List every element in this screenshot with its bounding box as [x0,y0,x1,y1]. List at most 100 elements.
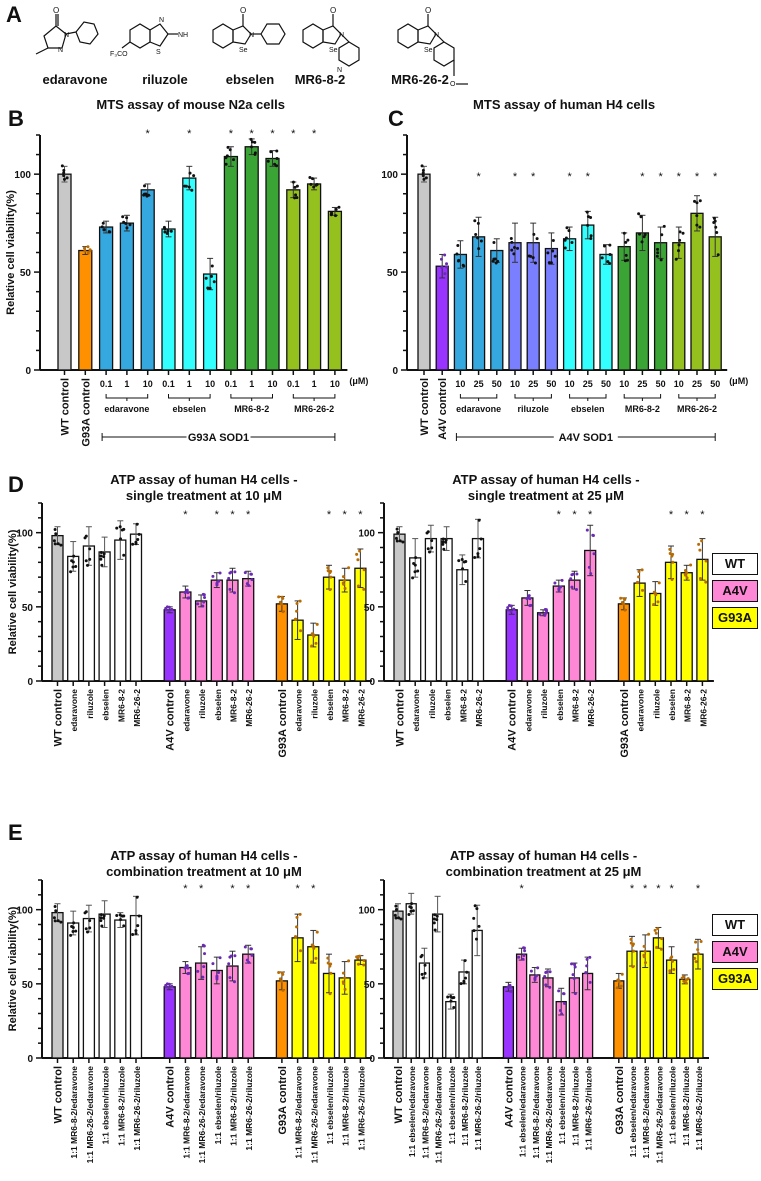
data-point [212,280,216,284]
group-bracket [569,394,607,401]
data-point [341,971,345,975]
data-point [184,184,188,188]
x-tick-label: edaravone [69,689,79,732]
data-point [293,935,297,939]
data-point [626,238,630,242]
data-point [232,158,236,162]
x-tick-label: edaravone [294,689,304,732]
data-point [647,932,651,936]
bar [51,911,64,1059]
group-label: ebselen [571,404,605,414]
bar [210,579,223,682]
data-point [227,576,231,580]
data-point [233,570,237,574]
data-point [122,220,126,224]
data-point [491,259,495,263]
data-point [250,578,254,582]
bar [652,937,665,1059]
bar [617,245,631,371]
data-point [202,600,206,604]
data-point [698,548,702,552]
data-point [619,984,623,988]
data-point [218,571,222,575]
data-point [420,953,424,957]
data-point [629,937,633,941]
group-label: edaravone [104,404,149,414]
data-point [656,927,660,931]
data-point [206,286,210,290]
data-point [82,246,86,250]
data-point [652,603,656,607]
data-point [682,979,686,983]
data-point [473,555,477,559]
group-label: MR6-8-2 [234,404,269,414]
y-tick-label: 50 [387,268,399,279]
bar [114,919,127,1059]
data-point [355,552,359,556]
data-point [444,538,448,542]
panel-letter-e: E [8,820,23,845]
chart-title: ATP assay of human H4 cells - [110,472,297,487]
data-point [295,184,299,188]
data-point [622,231,626,235]
data-point [86,245,90,249]
data-point [293,617,297,621]
data-point [62,177,66,181]
x-tick-label: MR6-8-2 [341,689,351,722]
data-point [293,196,297,200]
data-point [88,557,92,561]
data-point [71,930,75,934]
significance-star: * [183,883,188,895]
bar [471,537,485,682]
x-tick-label: 1:1 ebselen/edaravone [628,1066,638,1157]
svg-text:Se: Se [239,47,248,54]
data-point [622,602,626,606]
x-tick-label: G93A control [277,689,289,758]
data-point [69,570,73,574]
group-bracket [514,394,552,401]
x-tick-label: 0.1 [162,379,175,389]
data-point [266,159,270,163]
x-tick-label: A4V control [507,689,519,751]
data-point [309,182,313,186]
data-point [587,565,591,569]
data-point [249,137,253,141]
data-point [100,924,104,928]
data-point [165,982,169,986]
x-tick-label: G93A control [277,1066,289,1135]
data-point [225,154,229,158]
data-point [695,223,699,227]
data-point [631,942,635,946]
data-point [232,591,236,595]
x-tick-label: MR6-8-2 [683,689,693,722]
data-point [592,552,596,556]
data-point [217,970,221,974]
data-point [475,907,479,911]
data-point [421,976,425,980]
data-point [473,904,477,908]
y-tick-label: 0 [27,1054,33,1065]
group-label: MR6-26-2 [677,404,717,414]
data-point [635,580,639,584]
bar [393,533,406,682]
data-point [715,230,719,234]
x-tick-label: 25 [528,379,538,389]
data-point [183,966,187,970]
data-point [509,985,513,989]
bar [338,579,351,682]
bar [265,157,280,371]
x-tick-label: 1:1 MR6-26-2/riluzole [584,1066,594,1151]
x-tick-label: WT control [419,378,431,435]
x-tick-label: ebselen [213,689,223,721]
data-point [548,970,552,974]
significance-star: * [312,128,317,140]
significance-star: * [215,509,220,521]
data-point [572,977,576,981]
bar [98,226,114,371]
y-tick-label: 0 [27,677,33,688]
y-tick-label: 50 [22,980,34,991]
x-tick-label: edaravone [523,689,533,732]
x-tick-label: WT control [395,689,407,746]
x-tick-label: 1:1 ebselen/riluzole [668,1066,678,1145]
data-point [56,919,60,923]
